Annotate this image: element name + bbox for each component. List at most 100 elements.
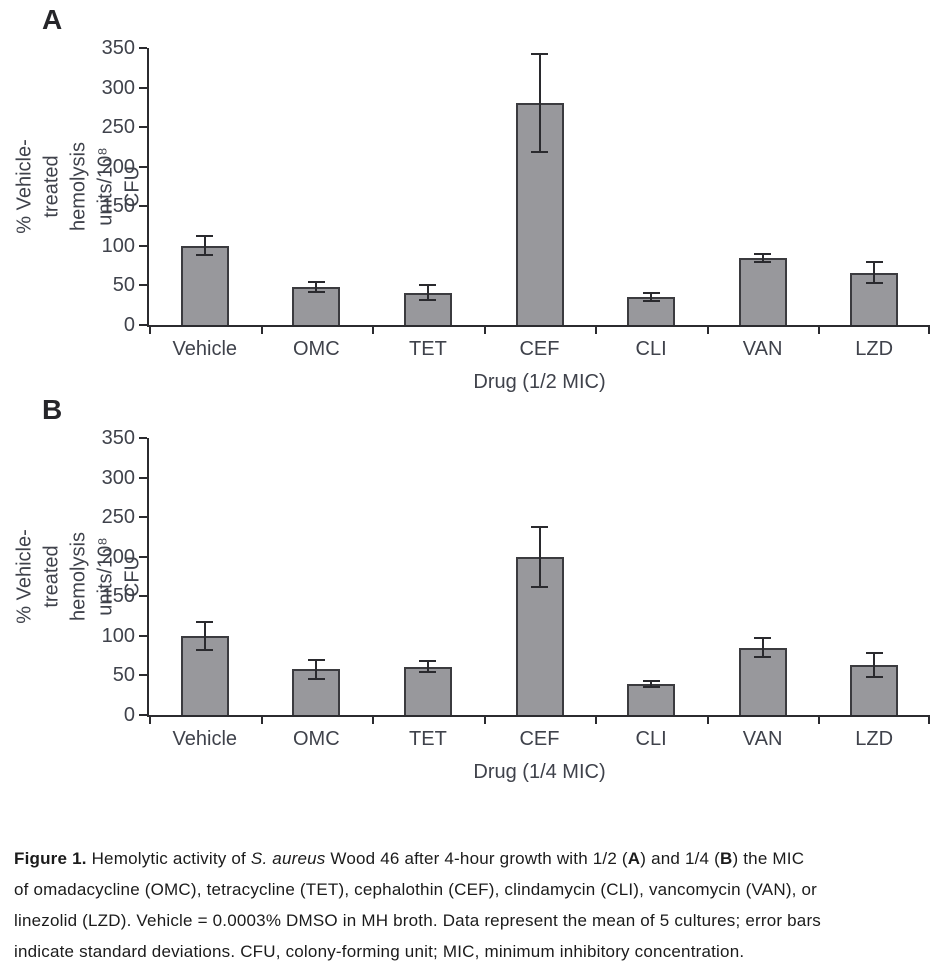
error-bar-cap-top <box>865 652 883 655</box>
x-tick-label-tet: TET <box>409 728 447 750</box>
bar-van <box>738 257 787 325</box>
error-bar-line <box>650 680 653 688</box>
error-bar-cap-bottom <box>419 671 437 674</box>
caption-segment: B <box>719 849 733 868</box>
x-tick-label-omc: OMC <box>293 338 340 360</box>
error-bar-cap-bottom <box>865 676 883 678</box>
error-bar-line <box>315 659 318 679</box>
caption-segment: indicate standard deviations. CFU, colon… <box>14 942 745 961</box>
error-bar-cap-bottom <box>531 151 548 154</box>
error-bar-line <box>538 54 541 153</box>
error-bar-cap-bottom <box>865 282 883 285</box>
x-tick-label-cli: CLI <box>635 728 667 750</box>
y-tick <box>139 126 147 129</box>
error-bar-cap-bottom <box>642 300 660 303</box>
error-bar-line <box>315 282 318 292</box>
x-tick <box>595 325 598 334</box>
x-tick <box>260 325 263 334</box>
y-tick-label: 200 <box>101 155 135 178</box>
x-tick <box>928 715 930 724</box>
y-tick-label: 300 <box>101 76 135 99</box>
x-tick-label-lzd: LZD <box>855 728 894 750</box>
caption-segment: of omadacycline (OMC), tetracycline (TET… <box>14 880 818 899</box>
x-axis-title: Drug (1/4 MIC) <box>473 761 606 783</box>
x-tick <box>260 715 263 724</box>
error-bar-cap-top <box>196 235 214 238</box>
y-tick <box>139 284 147 287</box>
error-bar-cap-bottom <box>531 585 548 588</box>
x-tick-label-van: VAN <box>742 338 783 360</box>
bar-vehicle <box>180 245 229 325</box>
caption-line: linezolid (LZD). Vehicle = 0.0003% DMSO … <box>14 905 935 936</box>
plot-area: 0 50 100 150 200 250 300 350 Vehicle OMC TET CEF CLI… <box>102 427 930 783</box>
bar-vehicle <box>180 635 229 715</box>
caption-line: indicate standard deviations. CFU, colon… <box>14 936 935 967</box>
x-tick <box>483 715 486 724</box>
x-tick <box>595 715 598 724</box>
caption-segment: A <box>627 849 641 868</box>
error-bar-line <box>203 236 206 256</box>
x-tick-label-vehicle: Vehicle <box>172 728 238 750</box>
x-tick <box>372 715 375 724</box>
error-bar-line <box>426 661 429 673</box>
bar-tet <box>403 666 452 715</box>
error-bar-cap-top <box>307 281 325 284</box>
x-tick-label-cef: CEF <box>519 338 560 360</box>
error-bar-cap-top <box>531 525 548 528</box>
error-bar-line <box>873 653 876 677</box>
x-tick <box>706 715 709 724</box>
y-axis-label: % Vehicle-treated hemolysis units/10⁸ CF… <box>13 139 144 234</box>
x-tick <box>372 325 375 334</box>
error-bar-line <box>538 526 541 587</box>
error-bar-cap-top <box>754 637 772 640</box>
error-bar-cap-top <box>642 292 660 295</box>
y-tick-label: 200 <box>101 545 135 568</box>
y-tick-label: 50 <box>112 274 135 297</box>
x-tick-label-lzd: LZD <box>855 338 894 360</box>
y-tick <box>139 324 147 326</box>
y-tick <box>139 244 147 247</box>
x-tick <box>483 325 486 334</box>
error-bar-line <box>203 621 206 651</box>
x-tick <box>928 325 930 334</box>
y-tick <box>139 205 147 208</box>
y-tick <box>139 555 147 558</box>
error-bar-cap-bottom <box>196 649 214 652</box>
caption-segment: Hemolytic activity of <box>86 849 251 868</box>
x-tick <box>149 325 151 334</box>
error-bar-line <box>873 262 876 284</box>
y-tick <box>139 86 147 89</box>
error-bar-cap-bottom <box>642 686 660 689</box>
caption-segment: linezolid (LZD). Vehicle = 0.0003% DMSO … <box>14 911 822 930</box>
plot-area: 0 50 100 150 200 250 300 350 Vehicle OMC TET CEF CLI… <box>102 37 930 393</box>
y-tick-label: 100 <box>101 624 135 647</box>
error-bar-cap-bottom <box>754 656 772 659</box>
error-bar-cap-bottom <box>307 290 325 293</box>
x-tick-label-van: VAN <box>742 728 783 750</box>
x-tick <box>706 325 709 334</box>
y-tick-label: 250 <box>101 116 135 139</box>
error-bar-cap-top <box>196 620 214 623</box>
x-axis-title: Drug (1/2 MIC) <box>473 371 606 393</box>
error-bar-line <box>650 293 653 302</box>
bar-omc <box>292 669 341 715</box>
y-tick <box>139 634 147 637</box>
y-tick <box>139 47 147 49</box>
y-tick <box>139 437 147 439</box>
y-axis-label: % Vehicle-treated hemolysis units/10⁸ CF… <box>13 529 144 624</box>
figure-caption: Figure 1. Hemolytic activity of S. aureu… <box>14 843 935 967</box>
error-bar-cap-top <box>419 660 437 663</box>
x-tick-label-vehicle: Vehicle <box>172 338 238 360</box>
caption-segment: S. aureus <box>250 849 326 868</box>
error-bar-cap-top <box>865 261 883 264</box>
x-tick-label-cef: CEF <box>519 728 560 750</box>
y-tick-label: 250 <box>101 506 135 529</box>
error-bar-cap-top <box>754 252 772 255</box>
error-bar-line <box>761 253 764 262</box>
y-tick <box>139 165 147 168</box>
x-tick <box>149 715 151 724</box>
caption-line: of omadacycline (OMC), tetracycline (TET… <box>14 874 935 905</box>
y-tick <box>139 595 147 598</box>
caption-segment: Figure 1. <box>14 849 87 868</box>
